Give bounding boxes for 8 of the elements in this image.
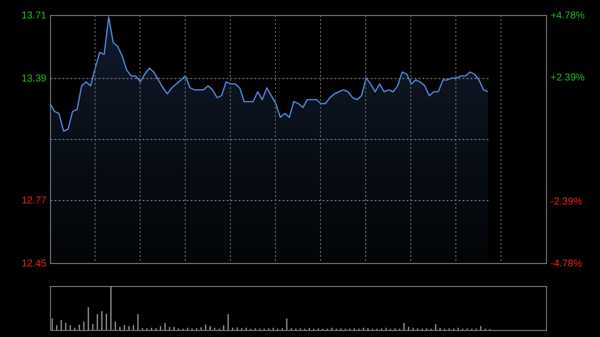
y-tick-label: 12.45 [21, 258, 47, 270]
y-tick-label: 13.39 [21, 73, 47, 84]
y2-tick-label: +2.39% [550, 72, 585, 84]
y-tick-label: 13.71 [21, 10, 47, 22]
y2-tick-label: -2.39% [550, 196, 582, 208]
y2-tick-label: +4.78% [550, 10, 585, 22]
y2-tick-label: -4.78% [550, 258, 582, 270]
y-tick-label: 12.77 [21, 196, 47, 207]
